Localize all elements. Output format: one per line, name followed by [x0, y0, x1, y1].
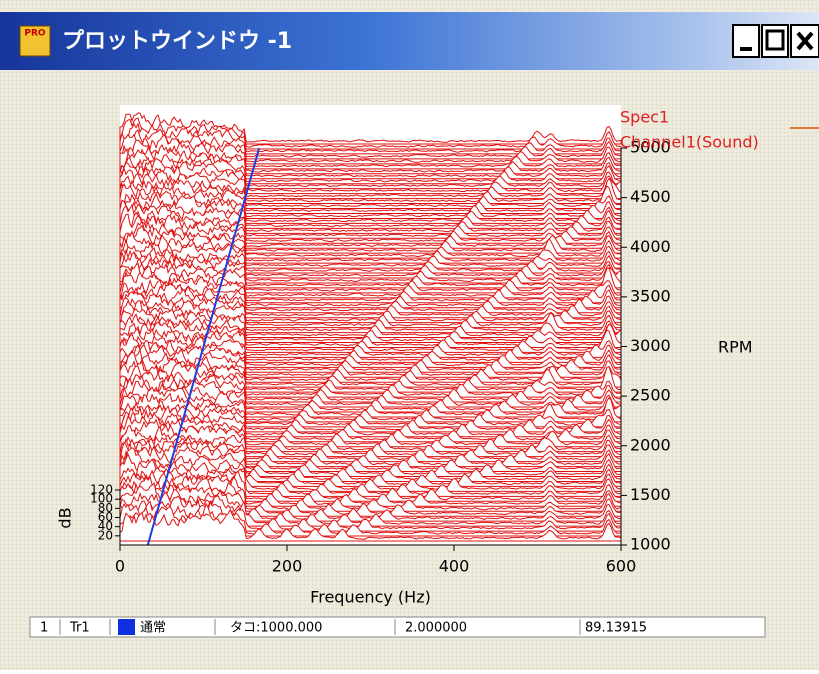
spectrum-trace [119, 411, 622, 443]
order-line [146, 147, 261, 546]
app-icon [19, 25, 51, 57]
window-buttons [732, 24, 819, 58]
spectrum-trace [119, 313, 622, 343]
spectrum-trace [119, 469, 622, 502]
rpm-tick-label: 2500 [630, 386, 671, 405]
spectrum-trace [119, 313, 622, 348]
spectrum-trace [119, 508, 622, 542]
spectrum-trace [119, 148, 622, 180]
rpm-tick-label: 1500 [630, 485, 671, 504]
status-cell: 通常 [140, 621, 166, 636]
app-icon-text: PRO [24, 29, 46, 39]
spectrum-trace [119, 500, 622, 532]
db-tick-label: 20 [98, 528, 113, 542]
legend-entry: Spec1 [620, 108, 669, 127]
trace-color-swatch [118, 619, 135, 635]
close-icon [796, 31, 814, 51]
spectrum-trace [119, 122, 622, 155]
x-tick-label: 0 [115, 557, 125, 576]
status-cell: 2.000000 [405, 621, 467, 636]
spectrum-trace [119, 343, 622, 378]
db-axis-label: dB [56, 507, 75, 528]
db-tick-label: 40 [98, 519, 113, 533]
rpm-tick-label: 3500 [630, 286, 671, 305]
spectrum-trace [119, 348, 622, 383]
rpm-tick-label: 4000 [630, 237, 671, 256]
status-cell: タコ:1000.000 [230, 621, 322, 636]
spectrum-trace [119, 203, 622, 239]
x-tick-label: 600 [606, 557, 637, 576]
status-cell: 89.13915 [585, 621, 647, 636]
minimize-button[interactable] [732, 24, 760, 58]
spectrum-trace [119, 288, 622, 319]
spectrum-trace [119, 321, 622, 353]
title-bar [0, 12, 819, 70]
status-bar [29, 616, 766, 638]
db-tick-label: 60 [98, 510, 113, 524]
x-tick-label: 200 [272, 557, 303, 576]
waterfall-traces [119, 112, 622, 542]
spectrum-trace [119, 308, 622, 339]
rpm-tick-label: 1000 [630, 535, 671, 554]
db-tick-label: 120 [90, 483, 113, 497]
status-cell: Tr1 [69, 621, 90, 636]
db-tick-label: 80 [98, 501, 113, 515]
maximize-icon [765, 29, 785, 51]
spectrum-trace [119, 183, 622, 214]
spectrum-trace [119, 139, 622, 170]
x-tick-label: 400 [439, 557, 470, 576]
spectrum-trace [119, 360, 622, 393]
status-cells: 1 Tr1 通常 タコ:1000.000 2.000000 89.13915 [40, 619, 647, 636]
spectrum-trace [119, 380, 622, 413]
window-title: プロットウインドウ -1 [62, 29, 292, 54]
rpm-tick-label: 5000 [630, 138, 671, 157]
spectrum-trace [119, 213, 622, 249]
axes: 0 200 400 600 1000 1500 2000 2500 3000 3500 4000 45… [56, 108, 759, 607]
rpm-tick-label: 2000 [630, 435, 671, 454]
spectrum-trace [119, 402, 622, 433]
rpm-axis-label: RPM [718, 338, 753, 357]
rpm-tick-label: 3000 [630, 336, 671, 355]
status-cell: 1 [40, 621, 48, 636]
spectrum-trace [119, 482, 622, 512]
db-tick-label: 100 [90, 492, 113, 506]
x-axis-label: Frequency (Hz) [310, 588, 431, 607]
rpm-tick-label: 4500 [630, 187, 671, 206]
minimize-icon [740, 47, 752, 51]
spectrum-trace [119, 262, 622, 294]
legend-entry: Channel1(Sound) [620, 133, 759, 152]
